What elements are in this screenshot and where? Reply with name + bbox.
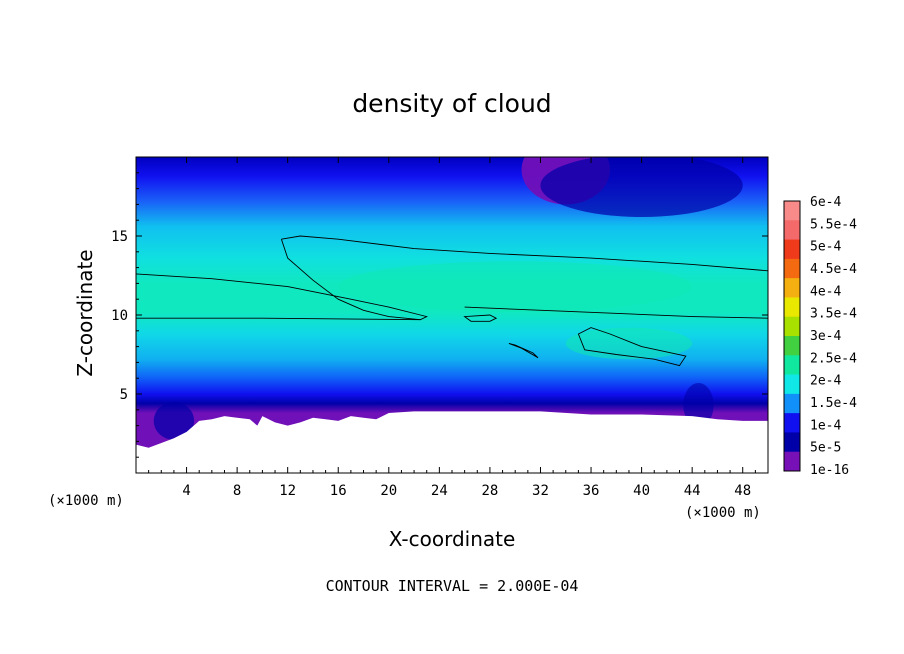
contour-line-4 [463,314,498,322]
colorbar-swatch-9 [784,374,800,395]
x-axis-label: X-coordinate [389,527,516,551]
x-tick-label: 44 [684,483,701,499]
x-tick-label: 12 [279,483,296,499]
colorbar-label: 4e-4 [810,284,841,299]
x-tick-label: 20 [380,483,397,499]
y-axis-label: Z-coordinate [73,249,97,376]
colorbar-swatch-10 [784,393,800,414]
colorbar-label: 3e-4 [810,329,841,344]
colorbar-frame [783,200,801,472]
x-tick-label: 32 [532,483,549,499]
colorbar-swatch-8 [784,355,800,376]
colorbar-swatch-0 [784,201,800,221]
contour-line-5 [508,342,539,359]
colorbar-swatch-12 [784,432,800,453]
colorbar-swatch-7 [784,336,800,356]
plot-area [136,157,768,473]
contour-line-3 [464,306,768,319]
contour-line-2 [136,317,421,321]
colorbar-label: 5e-5 [810,441,841,456]
y-tick-label: 10 [111,308,128,324]
colorbar: 6e-4 5.5e-4 5e-4 4.5e-4 4e-4 3.5e-4 3e-4 2.5e-4… [783,195,857,478]
z-unit-label: (×1000 m) [48,493,124,509]
colorbar-label: 1e-4 [810,418,841,433]
x-tick-label: 8 [233,483,241,499]
chart-title: density of cloud [352,89,551,118]
colorbar-swatch-11 [784,413,800,433]
field-blob-1 [540,157,743,218]
y-tick-label: 5 [120,387,128,403]
colorbar-swatch-3 [784,258,800,279]
x-tick-label: 24 [431,483,448,499]
contour-line-6 [577,327,687,367]
colorbar-label: 1e-16 [810,463,849,478]
field-blob-2 [338,261,693,312]
colorbar-label: 1.5e-4 [810,396,857,411]
colorbar-label: 2e-4 [810,374,841,389]
contour-interval-note: CONTOUR INTERVAL = 2.000E-04 [326,577,579,595]
contour-line-1 [136,239,428,321]
y-tick-label: 15 [111,229,128,245]
colorbar-swatch-1 [784,220,800,241]
field-blob-3 [565,327,693,360]
colorbar-swatch-13 [784,451,800,472]
x-tick-label: 40 [633,483,650,499]
x-tick-label: 16 [330,483,347,499]
x-unit-label: (×1000 m) [685,505,761,521]
colorbar-label: 4.5e-4 [810,262,857,277]
colorbar-swatch-4 [784,278,800,298]
colorbar-label: 5e-4 [810,240,841,255]
colorbar-label: 6e-4 [810,195,841,210]
colorbar-label: 5.5e-4 [810,217,857,232]
x-tick-label: 36 [583,483,600,499]
colorbar-swatch-2 [784,239,800,260]
colorbar-label: 2.5e-4 [810,351,857,366]
colorbar-swatch-5 [784,297,800,318]
colorbar-swatch-6 [784,316,800,337]
colorbar-label: 3.5e-4 [810,307,857,322]
x-tick-label: 4 [182,483,190,499]
contour-line-0 [281,235,768,272]
x-tick-label: 28 [481,483,498,499]
ground-mask [136,411,768,473]
field-blob-4 [153,401,195,440]
x-tick-label: 48 [734,483,751,499]
